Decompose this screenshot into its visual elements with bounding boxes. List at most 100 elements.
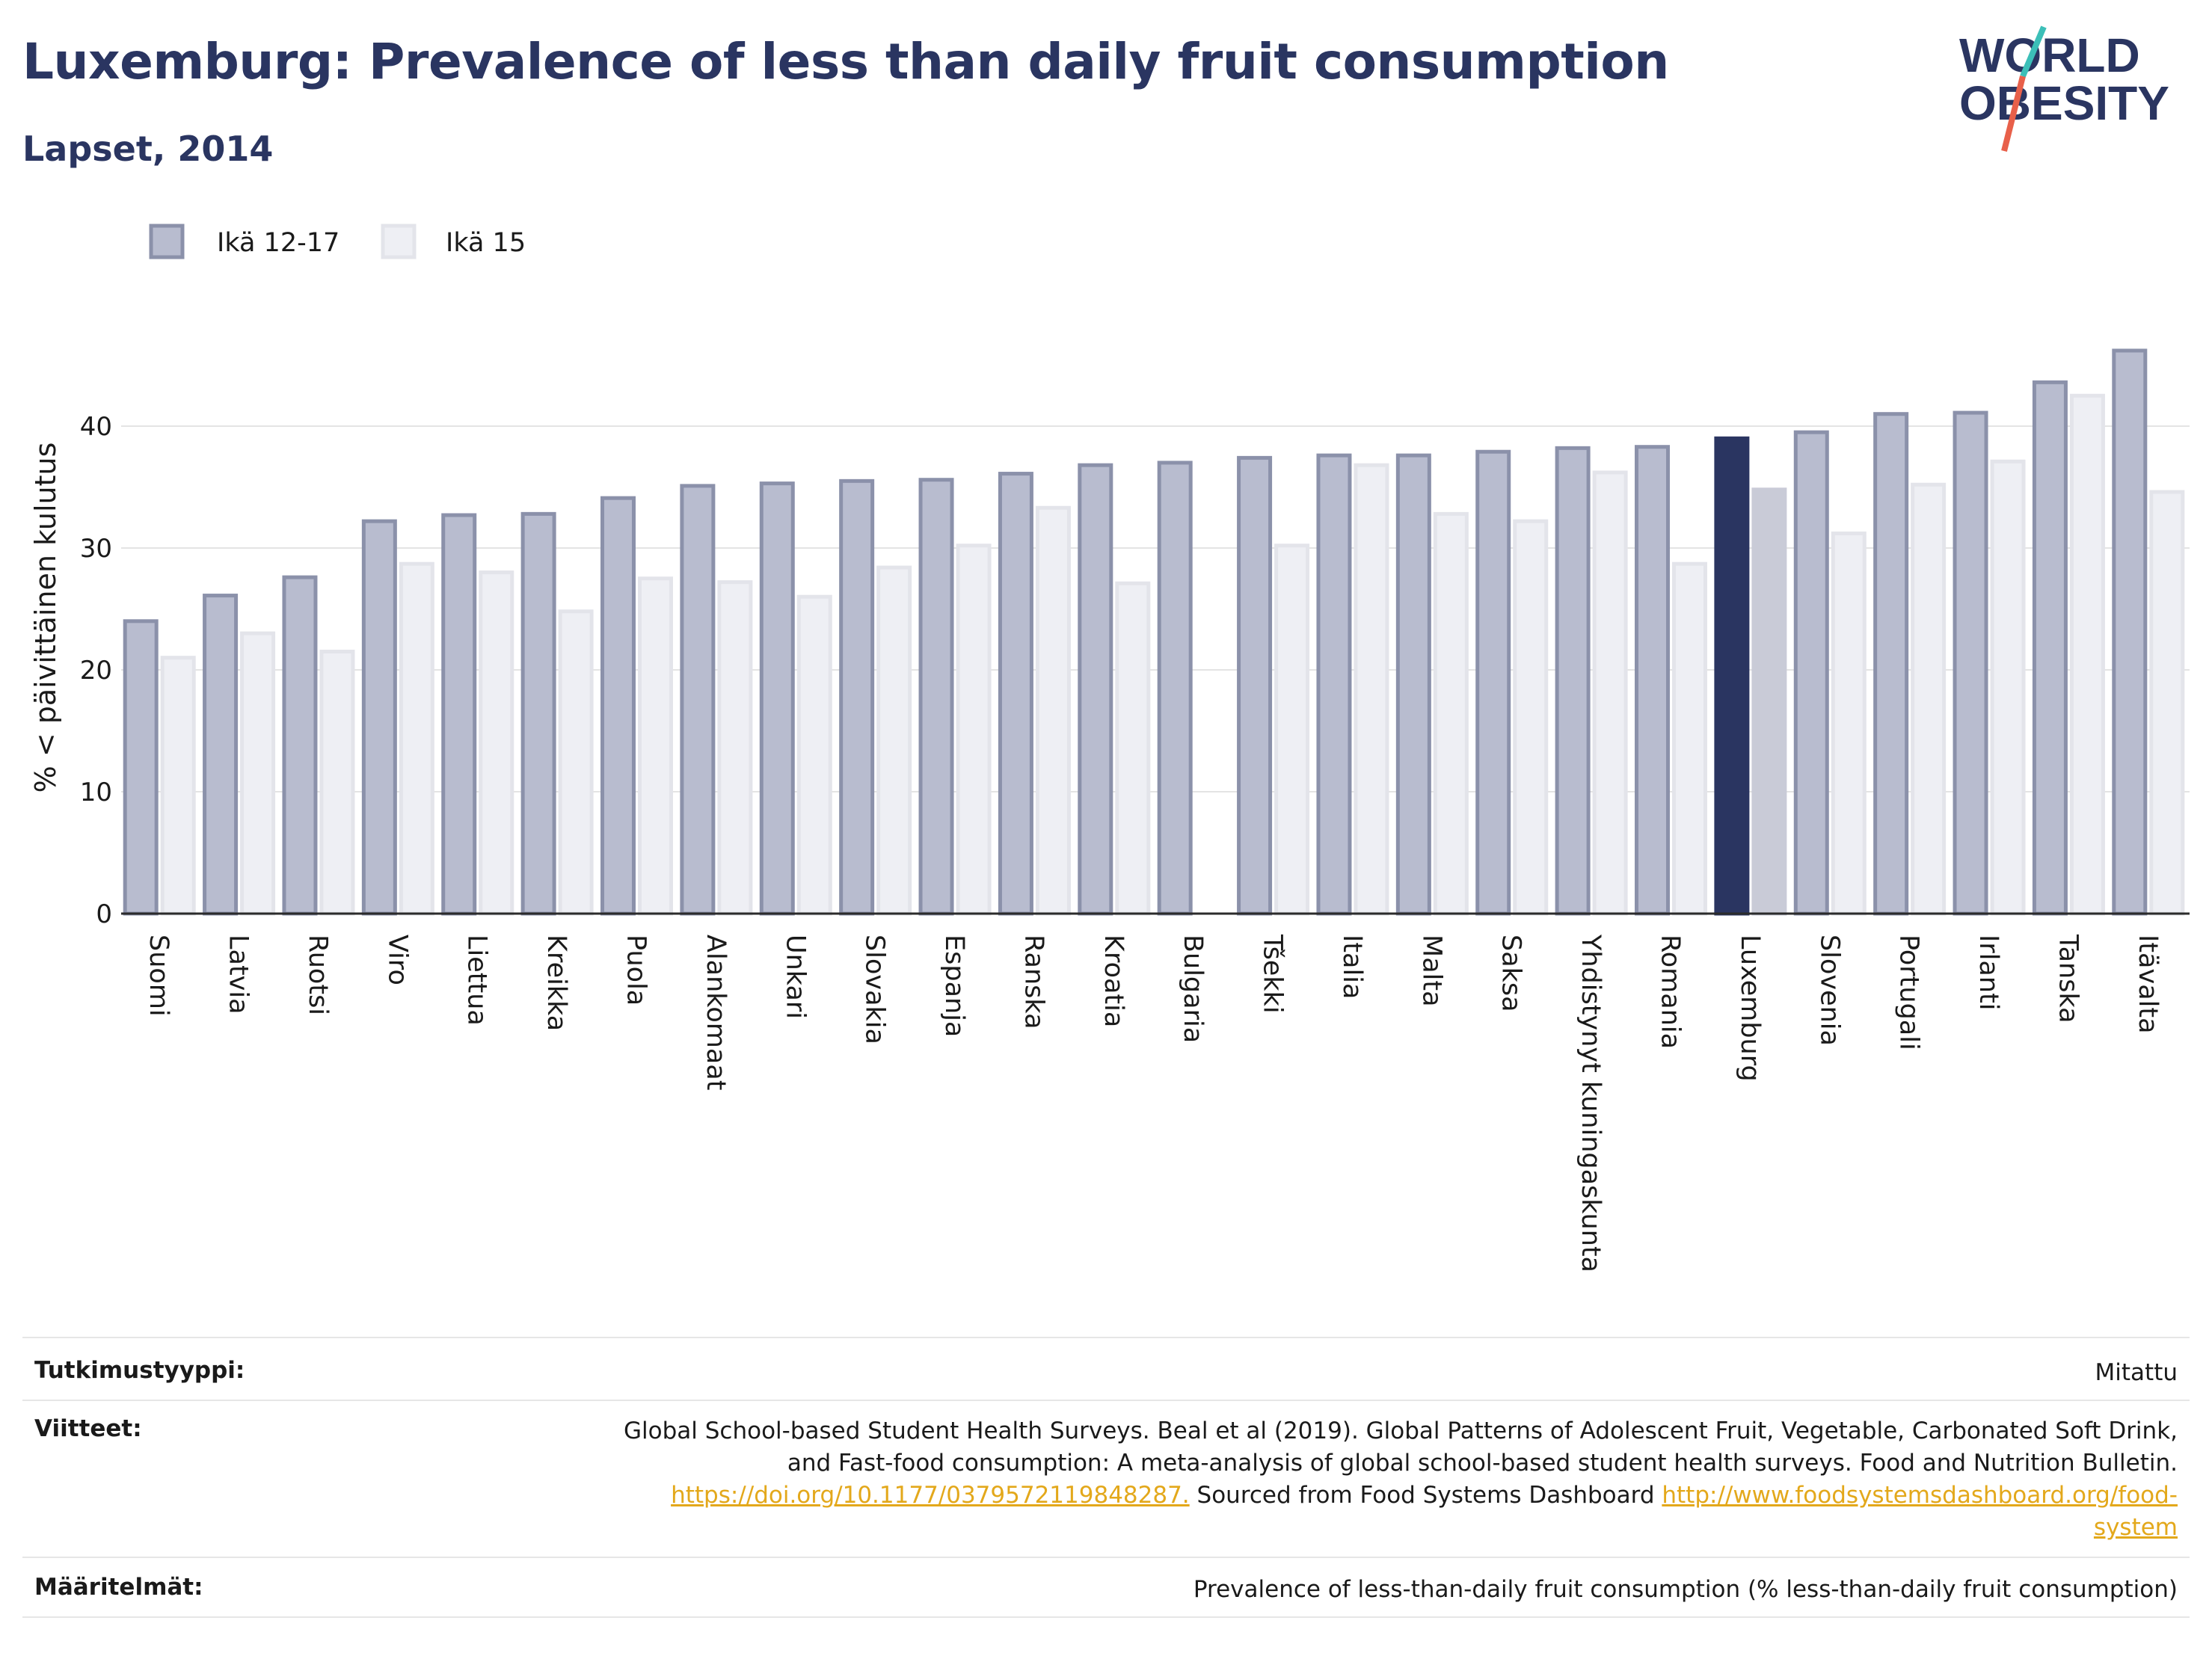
bar: [1831, 531, 1867, 916]
y-tick-label: 20: [80, 656, 112, 686]
bar: [2149, 490, 2185, 916]
y-tick-label: 40: [80, 412, 112, 442]
bar: [160, 656, 196, 916]
y-axis-title: % < päivittäinen kulutus: [29, 443, 62, 793]
definitions-value: Prevalence of less-than-daily fruit cons…: [1193, 1576, 2178, 1603]
bar: [282, 575, 318, 916]
bar: [1513, 519, 1549, 916]
logo-slash-teal: [2020, 25, 2047, 78]
world-obesity-logo: WORLD OBESITY: [1959, 25, 2169, 152]
bar: [441, 513, 477, 916]
y-tick-label: 10: [80, 778, 112, 807]
x-tick-label: Romania: [1656, 935, 1686, 1049]
bar: [1078, 463, 1113, 916]
y-tick-label: 0: [96, 899, 112, 929]
bar: [1953, 410, 1988, 916]
bar: [680, 484, 716, 916]
bar: [956, 544, 992, 916]
bar: [1237, 455, 1273, 916]
x-tick-label: Irlanti: [1973, 935, 2003, 1011]
x-tick-label: Puola: [621, 935, 651, 1006]
references-value: Global School-based Student Health Surve…: [624, 1415, 2178, 1544]
x-tick-label: Slovenia: [1814, 935, 1844, 1046]
bars: [121, 348, 2190, 916]
chart-title: Luxemburg: Prevalence of less than daily…: [22, 33, 1669, 90]
x-tick-label: Liettua: [462, 935, 492, 1026]
dashboard-link-continued[interactable]: system: [2093, 1514, 2178, 1541]
legend-label-ika-15: Ikä 15: [446, 228, 526, 258]
x-tick-label: Viro: [382, 935, 412, 985]
references-line-4: system: [624, 1512, 2178, 1544]
bar: [203, 594, 239, 916]
bar: [319, 650, 355, 916]
x-tick-label: Slovakia: [860, 935, 890, 1044]
x-tick-label: Saksa: [1496, 935, 1526, 1012]
x-tick-label: Yhdistynyt kuningaskunta: [1576, 934, 1606, 1272]
bar: [1672, 561, 1707, 916]
references-mid-text: Sourced from Food Systems Dashboard: [1189, 1482, 1662, 1509]
bar: [1873, 412, 1909, 916]
bar: [638, 576, 673, 916]
bar: [1395, 453, 1431, 916]
x-tick-label: Suomi: [144, 935, 173, 1017]
x-tick-label: Kroatia: [1099, 935, 1128, 1027]
bar: [1714, 436, 1750, 916]
bar: [998, 472, 1033, 916]
bar: [1475, 449, 1511, 916]
bar: [1316, 453, 1352, 916]
bar: [361, 519, 397, 916]
x-tick-label: Espanja: [939, 935, 969, 1037]
x-tick-label: Luxemburg: [1735, 935, 1765, 1082]
x-tick-label: Alankomaat: [701, 935, 731, 1090]
bar: [558, 609, 594, 916]
bar: [1274, 544, 1310, 916]
chart-subtitle: Lapset, 2014: [22, 129, 274, 169]
references-label: Viitteet:: [34, 1415, 142, 1442]
x-tick-label: Kreikka: [541, 935, 571, 1031]
x-tick-label: Ruotsi: [303, 935, 333, 1015]
dashboard-link[interactable]: http://www.foodsystemsdashboard.org/food…: [1662, 1482, 2178, 1509]
legend: Ikä 12-17 Ikä 15: [149, 224, 526, 259]
references-line-2: and Fast-food consumption: A meta-analys…: [787, 1450, 2178, 1477]
meta-divider: [22, 1557, 2190, 1558]
bar: [520, 511, 556, 916]
x-tick-label: Italia: [1337, 935, 1367, 999]
bar: [240, 631, 276, 916]
bar: [1035, 505, 1071, 916]
bar: [1911, 482, 1947, 916]
x-tick-label: Malta: [1416, 935, 1446, 1007]
x-tick-label: Tšekki: [1258, 934, 1288, 1014]
bar: [399, 561, 434, 916]
legend-swatch-ika-15: [381, 224, 417, 259]
bar: [1592, 470, 1628, 916]
x-tick-label: Latvia: [224, 935, 254, 1015]
references-row: Viitteet: Global School-based Student He…: [22, 1415, 2190, 1557]
bar: [1793, 430, 1829, 916]
x-tick-label: Tanska: [2053, 934, 2083, 1024]
bar-chart: Ikä 12-17 Ikä 15 % < päivittäinen kulutu…: [29, 224, 2190, 1272]
definitions-label: Määritelmät:: [34, 1574, 203, 1601]
bar: [839, 478, 875, 916]
bar: [1635, 445, 1670, 916]
bar: [918, 478, 954, 916]
doi-link[interactable]: https://doi.org/10.1177/0379572119848287…: [671, 1482, 1190, 1509]
bar: [1751, 487, 1787, 916]
logo-text-world: WORLD: [1959, 28, 2140, 82]
legend-swatch-ika-12-17: [149, 224, 185, 259]
bar: [600, 496, 636, 916]
bar: [1157, 461, 1193, 916]
meta-divider: [22, 1400, 2190, 1401]
logo-text-obesity: OBESITY: [1959, 76, 2169, 130]
study-type-value: Mitattu: [2095, 1359, 2178, 1386]
x-tick-label: Bulgaria: [1178, 935, 1208, 1043]
logo-slash-coral: [2001, 76, 2026, 152]
bar: [479, 570, 514, 916]
meta-divider: [22, 1337, 2190, 1338]
legend-label-ika-12-17: Ikä 12-17: [217, 228, 340, 258]
bar: [759, 481, 795, 916]
x-tick-label: Itävalta: [2133, 935, 2163, 1034]
study-type-label: Tutkimustyyppi:: [34, 1357, 245, 1384]
x-tick-labels: Suomi Latvia Ruotsi Viro Liettua Kreikka Puola…: [144, 934, 2163, 1272]
bar: [1555, 446, 1591, 916]
definitions-row: Määritelmät: Prevalence of less-than-dai…: [22, 1574, 2190, 1607]
